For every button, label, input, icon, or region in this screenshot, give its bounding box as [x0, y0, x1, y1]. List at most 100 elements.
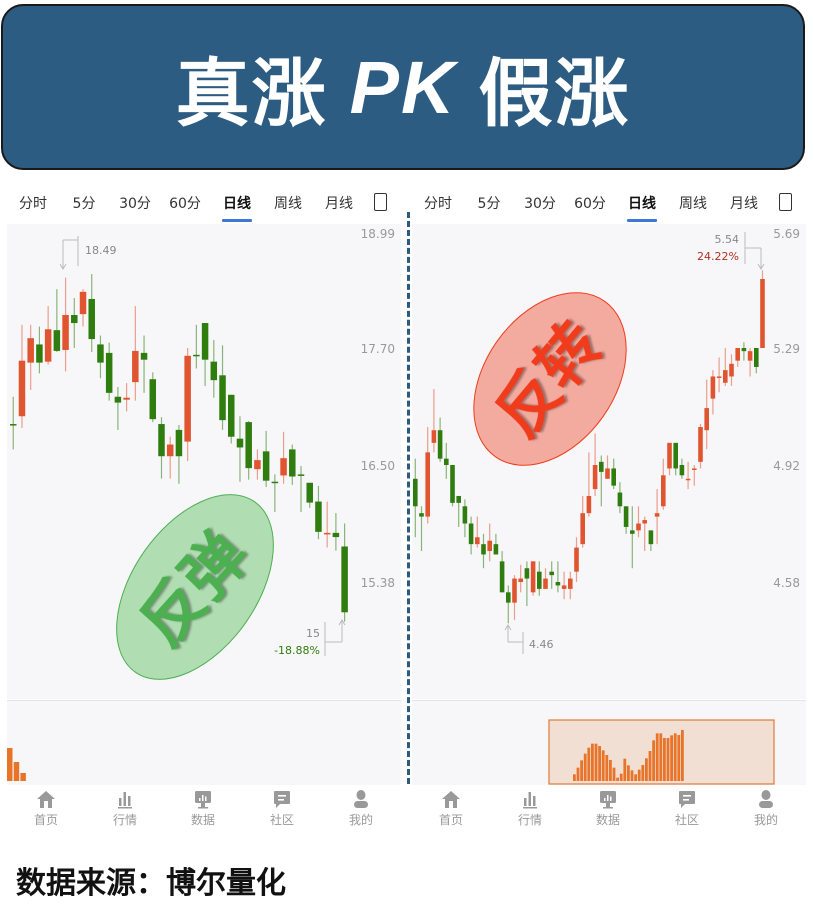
tab-period[interactable]: 日线 [223, 196, 251, 212]
candle-body [648, 530, 654, 545]
tab-period[interactable]: 60分 [574, 196, 606, 212]
candle [754, 348, 759, 374]
tab-period[interactable]: 日线 [628, 196, 656, 212]
nav-item[interactable]: 社区 [657, 789, 717, 828]
nav-item[interactable]: 社区 [252, 789, 312, 828]
profile-icon [759, 790, 773, 808]
nav-item[interactable]: 首页 [421, 789, 481, 828]
nav-item[interactable]: 数据 [578, 789, 638, 828]
nav-item[interactable]: 行情 [95, 789, 155, 828]
candle-body [201, 323, 209, 360]
y-tick-label: 4.58 [773, 576, 800, 590]
nav-item[interactable]: 行情 [500, 789, 560, 828]
nav-item[interactable]: 我的 [736, 789, 796, 828]
candle-body [44, 329, 52, 362]
tab-period[interactable]: 5分 [72, 196, 96, 212]
volume-bar [645, 758, 648, 781]
candle-body [444, 458, 449, 465]
nav-item[interactable]: 数据 [173, 789, 233, 828]
volume-bar [659, 733, 663, 781]
candle [271, 474, 279, 513]
bottom-nav: 首页 行情 数据 社区 我的 [7, 785, 401, 835]
candle [555, 561, 561, 593]
title-pk: PK [349, 45, 457, 129]
candle-body [735, 348, 740, 361]
volume-chart [412, 700, 806, 786]
candle-body [18, 360, 26, 417]
candle [512, 575, 517, 620]
tab-period[interactable]: 月线 [730, 196, 758, 212]
volume-bar [594, 743, 598, 781]
tab-period[interactable]: 周线 [274, 196, 302, 212]
y-tick-label: 18.99 [361, 227, 395, 241]
candlestick-chart[interactable]: 反弹 18.99 17.70 16.50 15.38 18.49 15 -18.88% [7, 224, 401, 699]
candle-body [193, 354, 200, 357]
candle-body [297, 474, 305, 476]
candle [599, 455, 604, 507]
candlestick-chart[interactable]: 反转 5.69 5.29 4.92 4.58 5.54 24.22% 4.46 [412, 224, 806, 699]
candle-body [654, 513, 660, 517]
candle-body [315, 501, 322, 532]
candle [444, 442, 449, 479]
candle-body [332, 532, 340, 538]
candle [97, 335, 104, 379]
market-icon [118, 792, 132, 809]
candle-body [306, 482, 313, 503]
candle [201, 323, 209, 387]
candle-body [262, 451, 270, 481]
y-tick-label: 5.29 [773, 342, 800, 356]
volume-bar [666, 738, 670, 781]
candle [661, 458, 666, 510]
volume-bar [576, 767, 580, 781]
candle-body [79, 291, 87, 315]
nav-item[interactable]: 首页 [16, 789, 76, 828]
candle-body [431, 430, 437, 443]
candle-body [487, 540, 492, 552]
tab-period[interactable]: 月线 [325, 196, 353, 212]
tab-period[interactable]: 30分 [524, 196, 556, 212]
candle-body [580, 513, 585, 545]
candle [71, 298, 78, 348]
candle-body [530, 561, 536, 593]
nav-label: 社区 [674, 813, 699, 827]
volume-bar [634, 774, 637, 781]
volume-bar [655, 733, 659, 781]
candle [123, 383, 130, 412]
tab-period[interactable]: 分时 [19, 196, 47, 212]
candle-body [114, 396, 122, 403]
candle [617, 482, 623, 514]
tab-period[interactable]: 周线 [679, 196, 707, 212]
volume-bar [648, 751, 652, 781]
volume-bar [627, 765, 630, 781]
candle-body [729, 363, 734, 377]
y-tick-label: 4.92 [773, 459, 800, 473]
candle [605, 455, 610, 479]
tab-period[interactable]: 60分 [169, 196, 201, 212]
period-tabs: 分时 5分 30分 60分 日线 周线 月线 [412, 180, 806, 225]
candle-body [88, 298, 95, 340]
candle [236, 416, 244, 482]
rotate-screen-icon[interactable] [779, 193, 792, 211]
rotate-screen-icon[interactable] [374, 193, 387, 211]
candle [716, 357, 722, 393]
home-icon [37, 791, 55, 808]
candle [475, 516, 480, 548]
tab-period[interactable]: 5分 [477, 196, 501, 212]
candle-body [661, 475, 666, 507]
candle [549, 561, 554, 589]
volume-bar [623, 758, 627, 781]
volume-bar [583, 753, 587, 781]
candle-body [450, 465, 455, 503]
tab-period[interactable]: 30分 [119, 196, 151, 212]
candle-body [456, 495, 461, 503]
candle [543, 568, 548, 589]
candle-body [611, 468, 616, 486]
candle [166, 436, 174, 479]
title-left: 真涨 [175, 50, 328, 137]
tab-period[interactable]: 分时 [424, 196, 452, 212]
nav-item[interactable]: 我的 [331, 789, 391, 828]
candle [431, 389, 437, 453]
candle-body [561, 585, 567, 589]
volume-bar [616, 777, 619, 781]
candle-body [716, 376, 722, 378]
